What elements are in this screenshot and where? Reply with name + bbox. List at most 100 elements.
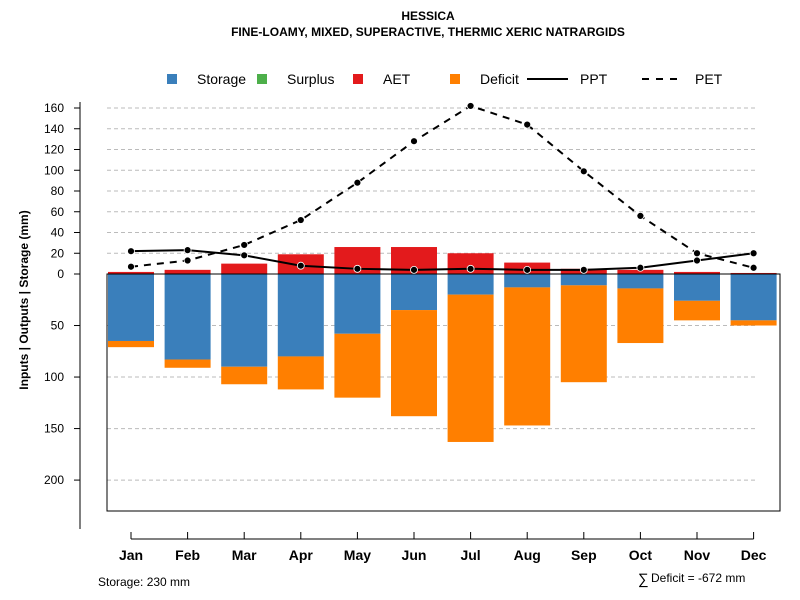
x-tick-label-oct: Oct	[629, 547, 653, 563]
bar-storage-apr	[277, 274, 324, 357]
legend-swatch-aet	[353, 74, 363, 84]
y-axis-label: Inputs | Outputs | Storage (mm)	[17, 210, 31, 389]
bar-aet-mar	[221, 263, 268, 274]
point-pet-jan	[127, 262, 135, 271]
y-tick-label-upper-1: 140	[44, 122, 64, 136]
point-ppt-may	[353, 264, 362, 273]
bar-deficit-may	[334, 333, 381, 398]
point-pet-apr	[296, 216, 305, 224]
line-pet	[130, 104, 754, 269]
x-tick-label-may: May	[344, 547, 371, 563]
bar-aet-feb	[164, 269, 211, 274]
bar-aet-nov	[674, 271, 720, 274]
point-pet-sep	[579, 167, 588, 176]
plot-frame	[106, 273, 781, 512]
y-tick-label-upper-3: 100	[44, 163, 64, 177]
bar-aet-oct	[617, 269, 664, 274]
legend: Storage Surplus AET Deficit PPT PET	[167, 71, 723, 87]
point-ppt-jul	[466, 264, 475, 273]
point-ppt-nov	[693, 256, 701, 265]
x-tick-label-aug: Aug	[514, 547, 541, 563]
y-tick-label-lower-3: 200	[44, 473, 64, 487]
bar-storage-jan	[108, 274, 154, 341]
bars	[108, 247, 777, 442]
y-tick-label-lower-1: 100	[44, 370, 64, 384]
bar-storage-mar	[221, 274, 268, 367]
y-tick-label-upper-0: 160	[44, 101, 64, 115]
legend-swatch-deficit	[450, 74, 460, 84]
point-pet-jul	[466, 102, 475, 110]
point-ppt-dec	[749, 249, 758, 258]
bar-deficit-nov	[674, 300, 720, 321]
x-tick-label-feb: Feb	[175, 547, 200, 563]
point-ppt-mar	[240, 251, 249, 260]
point-ppt-jun	[410, 265, 418, 274]
x-tick-label-jun: Jun	[402, 547, 427, 563]
point-pet-oct	[636, 211, 645, 220]
legend-swatch-storage	[167, 74, 177, 84]
x-tick-label-nov: Nov	[684, 547, 711, 563]
point-pet-jun	[410, 137, 418, 146]
point-pet-feb	[183, 256, 192, 265]
bar-storage-nov	[674, 274, 720, 301]
legend-label-ppt: PPT	[580, 71, 608, 87]
point-ppt-feb	[183, 246, 192, 255]
legend-label-surplus: Surplus	[287, 71, 334, 87]
bar-deficit-sep	[560, 285, 607, 383]
bar-aet-jan	[108, 271, 154, 274]
point-ppt-jan	[127, 247, 135, 256]
lines	[127, 102, 758, 274]
point-ppt-apr	[296, 261, 305, 270]
y-tick-label-lower-0: 50	[51, 319, 65, 333]
chart-title: HESSICA	[401, 9, 455, 23]
chart-subtitle: FINE-LOAMY, MIXED, SUPERACTIVE, THERMIC …	[231, 25, 625, 39]
y-tick-label-upper-7: 20	[51, 246, 65, 260]
legend-label-pet: PET	[695, 71, 723, 87]
y-tick-label-upper-4: 80	[51, 184, 65, 198]
x-tick-label-jul: Jul	[460, 547, 480, 563]
x-axis: Jan Feb Mar Apr May Jun Jul Aug Sep Oct Nov Dec	[119, 532, 767, 563]
bar-deficit-dec	[730, 320, 777, 326]
bar-storage-feb	[164, 274, 211, 360]
bar-storage-may	[334, 274, 381, 334]
bar-deficit-feb	[164, 359, 211, 368]
bar-storage-aug	[504, 274, 551, 288]
point-pet-dec	[749, 263, 758, 272]
point-pet-nov	[693, 249, 701, 258]
bar-deficit-jan	[108, 340, 154, 348]
x-tick-label-dec: Dec	[741, 547, 767, 563]
legend-swatch-surplus	[257, 74, 267, 84]
bar-storage-jul	[447, 274, 494, 295]
y-tick-label-upper-8: 0	[57, 267, 64, 281]
point-pet-aug	[523, 120, 532, 129]
legend-label-deficit: Deficit	[480, 71, 519, 87]
bar-deficit-jun	[391, 310, 437, 417]
bar-storage-dec	[730, 274, 777, 321]
point-ppt-aug	[523, 265, 532, 274]
storage-note: Storage: 230 mm	[98, 575, 190, 589]
bar-deficit-apr	[277, 356, 324, 390]
deficit-symbol: ∑	[638, 571, 649, 588]
bar-deficit-jul	[447, 294, 494, 442]
y-tick-label-upper-2: 120	[44, 143, 64, 157]
y-tick-label-upper-6: 40	[51, 226, 65, 240]
point-ppt-sep	[579, 265, 588, 274]
legend-label-aet: AET	[383, 71, 411, 87]
line-ppt	[130, 249, 754, 271]
bar-storage-oct	[617, 274, 664, 289]
bar-storage-sep	[560, 274, 607, 286]
legend-label-storage: Storage	[197, 71, 246, 87]
y-tick-label-upper-5: 60	[51, 205, 65, 219]
point-ppt-oct	[636, 263, 645, 272]
bar-deficit-aug	[504, 287, 551, 426]
y-tick-label-lower-2: 150	[44, 422, 64, 436]
bar-storage-jun	[391, 274, 437, 311]
point-pet-may	[353, 178, 362, 187]
x-tick-label-apr: Apr	[289, 547, 314, 563]
lower-panel-border	[106, 273, 781, 512]
bar-aet-dec	[730, 272, 777, 274]
x-tick-label-jan: Jan	[119, 547, 143, 563]
x-tick-label-sep: Sep	[571, 547, 597, 563]
